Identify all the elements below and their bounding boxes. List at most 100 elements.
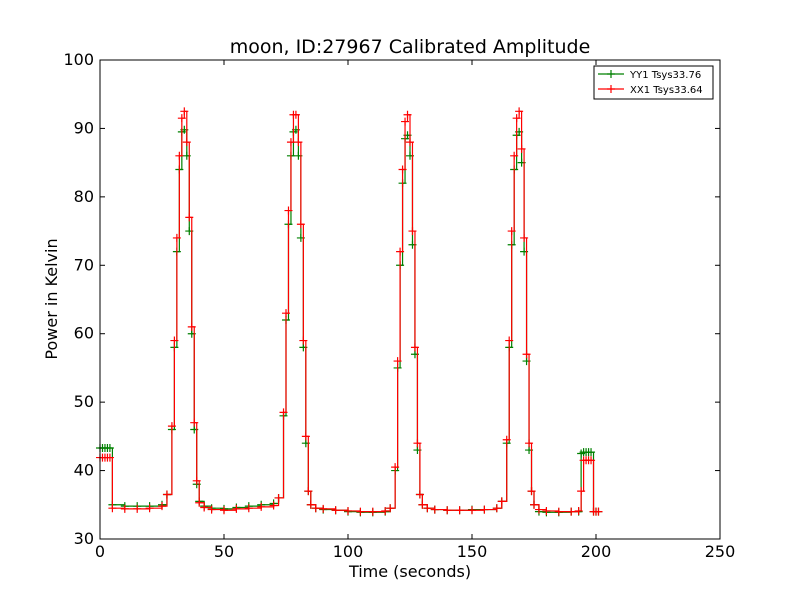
data-point	[182, 138, 191, 147]
data-point	[507, 227, 516, 236]
data-point	[170, 336, 179, 345]
data-point	[301, 432, 310, 441]
data-point	[403, 110, 412, 119]
data-point	[396, 247, 405, 256]
data-point	[408, 227, 417, 236]
data-point	[291, 110, 300, 119]
x-tick-label: 200	[581, 542, 612, 561]
y-tick-label: 80	[74, 187, 94, 206]
y-tick-label: 50	[74, 392, 94, 411]
data-point	[406, 138, 414, 147]
data-point	[525, 439, 534, 448]
data-point	[455, 506, 464, 515]
plot-area	[96, 107, 603, 517]
legend: YY1 Tsys33.76 XX1 Tsys33.64	[593, 65, 714, 100]
data-point	[587, 456, 596, 465]
legend-marker	[607, 70, 615, 78]
y-axis-label: Power in Kelvin	[42, 238, 61, 359]
data-point	[413, 439, 422, 448]
data-point	[567, 507, 576, 516]
data-point	[284, 206, 293, 215]
data-point	[415, 490, 424, 499]
x-tick-label: 250	[705, 542, 736, 561]
data-point	[331, 506, 340, 515]
data-point	[356, 507, 365, 516]
data-point	[200, 503, 209, 512]
data-point	[480, 505, 489, 514]
y-tick-label: 60	[74, 324, 94, 343]
series-line	[100, 110, 599, 513]
data-point	[177, 114, 186, 123]
data-point	[418, 500, 427, 509]
plot-frame	[99, 59, 721, 540]
data-point	[577, 487, 586, 496]
data-point	[587, 448, 596, 457]
y-axis: 30 40 50 60 70 80 90 100	[63, 50, 720, 548]
chart-title: moon, ID:27967 Calibrated Amplitude	[230, 36, 591, 58]
data-point	[386, 504, 395, 513]
data-point	[279, 408, 288, 417]
y-tick-label: 70	[74, 255, 94, 274]
data-point	[145, 504, 154, 513]
y-tick-label: 100	[63, 50, 94, 69]
legend-box	[593, 65, 714, 100]
data-point	[574, 506, 583, 515]
data-point	[296, 220, 305, 229]
data-point	[232, 504, 241, 513]
data-point	[274, 493, 283, 502]
data-point	[527, 487, 536, 496]
x-axis-label: Time (seconds)	[348, 562, 471, 581]
x-axis: 0 50 100 150 200 250	[95, 60, 735, 561]
data-point	[530, 500, 538, 509]
data-point	[468, 506, 476, 515]
data-point	[534, 505, 543, 514]
data-point	[319, 504, 328, 513]
data-point	[299, 336, 308, 345]
y-tick-label: 30	[74, 529, 94, 548]
data-point	[393, 357, 402, 366]
data-point	[517, 144, 526, 153]
data-point	[304, 487, 313, 496]
data-point	[401, 117, 410, 126]
x-tick-label: 150	[457, 542, 488, 561]
data-point	[344, 506, 352, 515]
data-point	[294, 138, 303, 147]
data-point	[554, 507, 563, 516]
data-point	[520, 233, 529, 242]
data-point	[515, 107, 524, 116]
data-point	[158, 502, 166, 511]
data-point	[512, 114, 521, 123]
data-point	[381, 506, 390, 515]
data-point	[244, 504, 253, 513]
data-point	[172, 233, 181, 242]
x-tick-label: 100	[333, 542, 364, 561]
y-tick-label: 90	[74, 118, 94, 137]
data-point	[497, 497, 506, 506]
data-point	[306, 500, 315, 509]
series-2	[96, 107, 603, 516]
legend-label: XX1 Tsys33.64	[630, 85, 703, 96]
data-point	[207, 505, 216, 514]
data-point	[257, 502, 266, 511]
data-point	[192, 476, 201, 485]
data-point	[391, 463, 400, 472]
data-point	[269, 501, 278, 510]
data-point	[133, 504, 142, 513]
y-tick-label: 40	[74, 461, 94, 480]
data-point	[410, 343, 419, 352]
x-tick-label: 50	[214, 542, 234, 561]
x-tick-label: 0	[95, 542, 105, 561]
data-point	[510, 151, 519, 160]
data-point	[195, 498, 204, 507]
data-point	[368, 507, 377, 516]
data-point	[105, 453, 114, 462]
data-point	[180, 107, 189, 116]
data-point	[423, 504, 432, 513]
legend-marker	[607, 85, 615, 93]
data-point	[398, 165, 407, 174]
data-point	[311, 504, 320, 513]
data-point	[185, 213, 194, 222]
data-point	[175, 151, 184, 160]
legend-label: YY1 Tsys33.76	[629, 70, 701, 81]
